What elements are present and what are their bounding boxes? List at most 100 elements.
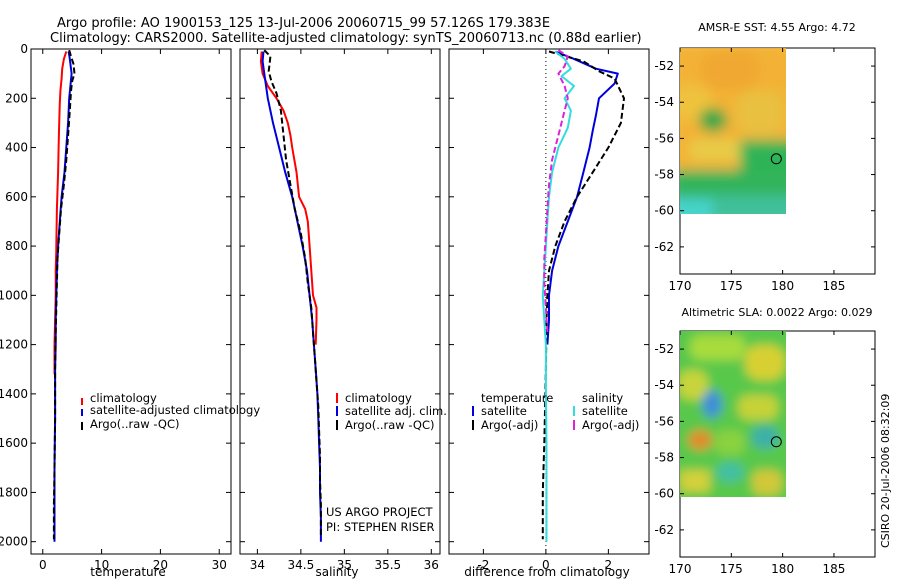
map-y-tick-label: -62	[654, 523, 674, 537]
sla-field-patch	[680, 470, 710, 492]
x-tick-label: 0	[39, 558, 47, 572]
sla-field-patch	[690, 335, 745, 360]
map-x-tick-label: 180	[771, 562, 794, 576]
y-tick-label: 600	[5, 190, 28, 204]
y-tick-label: 2000	[0, 535, 28, 549]
salinity-axes-frame	[239, 48, 441, 555]
x-tick-label: -2	[477, 558, 489, 572]
x-tick-label: 36	[424, 558, 439, 572]
map-y-tick-label: -58	[654, 451, 674, 465]
float-position-marker	[770, 153, 782, 165]
figure-title-line2: Climatology: CARS2000. Satellite-adjuste…	[50, 31, 642, 46]
sla-field-patch	[751, 425, 779, 449]
sst-field-patch	[700, 50, 760, 90]
legend-title-salinity: salinity	[582, 391, 623, 405]
y-tick-label: 1200	[0, 338, 28, 352]
map-y-tick-label: -56	[654, 131, 674, 145]
map-y-tick-label: -52	[654, 59, 674, 73]
y-tick-label: 1400	[0, 387, 28, 401]
sla-field-patch	[752, 470, 782, 495]
difference-xlabel: difference from climatology	[464, 565, 630, 579]
sla-field-patch	[716, 462, 744, 482]
legend-label-satellite: satellite-adjusted climatology	[90, 403, 260, 417]
map-x-tick-label: 175	[720, 562, 743, 576]
sla-field-patch	[715, 430, 745, 455]
series-argo-adj--line	[541, 50, 625, 540]
map-x-tick-label: 185	[822, 279, 845, 293]
y-tick-label: 1600	[0, 436, 28, 450]
legend-label-temp-satellite: satellite	[481, 404, 527, 418]
salinity-plot: 34 34.5 35 35.5 36	[240, 48, 440, 572]
legend-label-satellite: satellite adj. clim.	[345, 404, 447, 418]
difference-legend: temperature satellite Argo(-adj) salinit…	[472, 391, 639, 432]
legend-label-argo: Argo(..raw -QC)	[345, 418, 435, 432]
salinity-xlabel: salinity	[315, 565, 358, 579]
sla-field-patch	[688, 430, 712, 450]
series-argo-raw-qc--line	[52, 49, 76, 540]
sst-map-axes: 170 175 180 185 -52 -54 -56 -58 -60 -62	[654, 48, 875, 293]
figure-title-line1: Argo profile: AO 1900153_125 13-Jul-2006…	[57, 16, 550, 31]
temperature-plot: 0 10 20 30 0 200 400 600 800 1000 1200 1400 1600 1800…	[0, 42, 231, 572]
map-y-tick-label: -54	[654, 95, 674, 109]
difference-axes-frame	[448, 48, 650, 555]
map-y-tick-label: -60	[654, 204, 674, 218]
sst-field-patch	[699, 108, 727, 132]
x-tick-label: 34	[250, 558, 265, 572]
sla-field-patch	[702, 390, 722, 418]
sst-heatmap	[680, 48, 786, 214]
series-argo-adj--line	[543, 49, 569, 333]
sla-map-axes: 170 175 180 185 -52 -54 -56 -58 -60 -62	[654, 331, 875, 576]
legend-label-sal-argo: Argo(-adj)	[582, 418, 639, 432]
legend-label-climatology: climatology	[345, 391, 412, 405]
salinity-legend: climatology satellite adj. clim. Argo(..…	[326, 391, 447, 534]
map-y-tick-label: -60	[654, 487, 674, 501]
sla-field-patch	[680, 370, 708, 400]
map-y-tick-label: -56	[654, 414, 674, 428]
y-tick-label: 1000	[0, 288, 28, 302]
legend-title-temperature: temperature	[481, 391, 553, 405]
y-tick-label: 200	[5, 91, 28, 105]
legend-label-climatology: climatology	[90, 391, 157, 405]
sst-field-patch	[735, 90, 785, 135]
y-tick-label: 400	[5, 141, 28, 155]
x-tick-label: 10	[94, 558, 109, 572]
map-x-tick-label: 180	[771, 279, 794, 293]
y-tick-label: 0	[20, 42, 28, 56]
x-tick-label: 30	[212, 558, 227, 572]
map-y-tick-label: -62	[654, 240, 674, 254]
temperature-legend: climatology satellite-adjusted climatolo…	[81, 391, 260, 431]
legend-label-temp-argo: Argo(-adj)	[481, 418, 538, 432]
map-y-tick-label: -52	[654, 342, 674, 356]
pi-annotation: PI: STEPHEN RISER	[326, 520, 435, 534]
y-tick-label: 1800	[0, 485, 28, 499]
legend-label-argo: Argo(..raw -QC)	[90, 417, 180, 431]
legend-label-sal-satellite: satellite	[582, 404, 628, 418]
series-climatology-line	[259, 51, 318, 345]
sla-map-title: Altimetric SLA: 0.0022 Argo: 0.029	[681, 306, 872, 319]
side-timestamp-label: CSIRO 20-Jul-2006 08:32:09	[879, 394, 892, 548]
x-tick-label: 0	[542, 558, 550, 572]
map-y-tick-label: -54	[654, 378, 674, 392]
sst-field-patch	[690, 140, 745, 160]
x-tick-label: 2	[605, 558, 613, 572]
map-x-tick-label: 170	[669, 562, 692, 576]
project-annotation: US ARGO PROJECT	[326, 505, 434, 519]
series-satellite-line	[546, 50, 619, 345]
map-x-tick-label: 170	[669, 279, 692, 293]
float-position-marker	[770, 436, 782, 448]
sla-heatmap	[680, 331, 786, 497]
sla-field-patch	[745, 345, 785, 380]
map-x-tick-label: 185	[822, 562, 845, 576]
x-tick-label: 35.5	[374, 558, 401, 572]
temperature-axes-frame	[30, 48, 232, 555]
map-x-tick-label: 175	[720, 279, 743, 293]
y-tick-label: 800	[5, 239, 28, 253]
temperature-xlabel: temperature	[90, 565, 165, 579]
x-tick-label: 34.5	[288, 558, 315, 572]
sst-map-title: AMSR-E SST: 4.55 Argo: 4.72	[698, 21, 856, 34]
series-satellite-adj-clim--line	[261, 51, 322, 542]
x-tick-label: 20	[153, 558, 168, 572]
x-tick-label: 35	[337, 558, 352, 572]
series-argo-raw-qc--line	[263, 49, 322, 537]
